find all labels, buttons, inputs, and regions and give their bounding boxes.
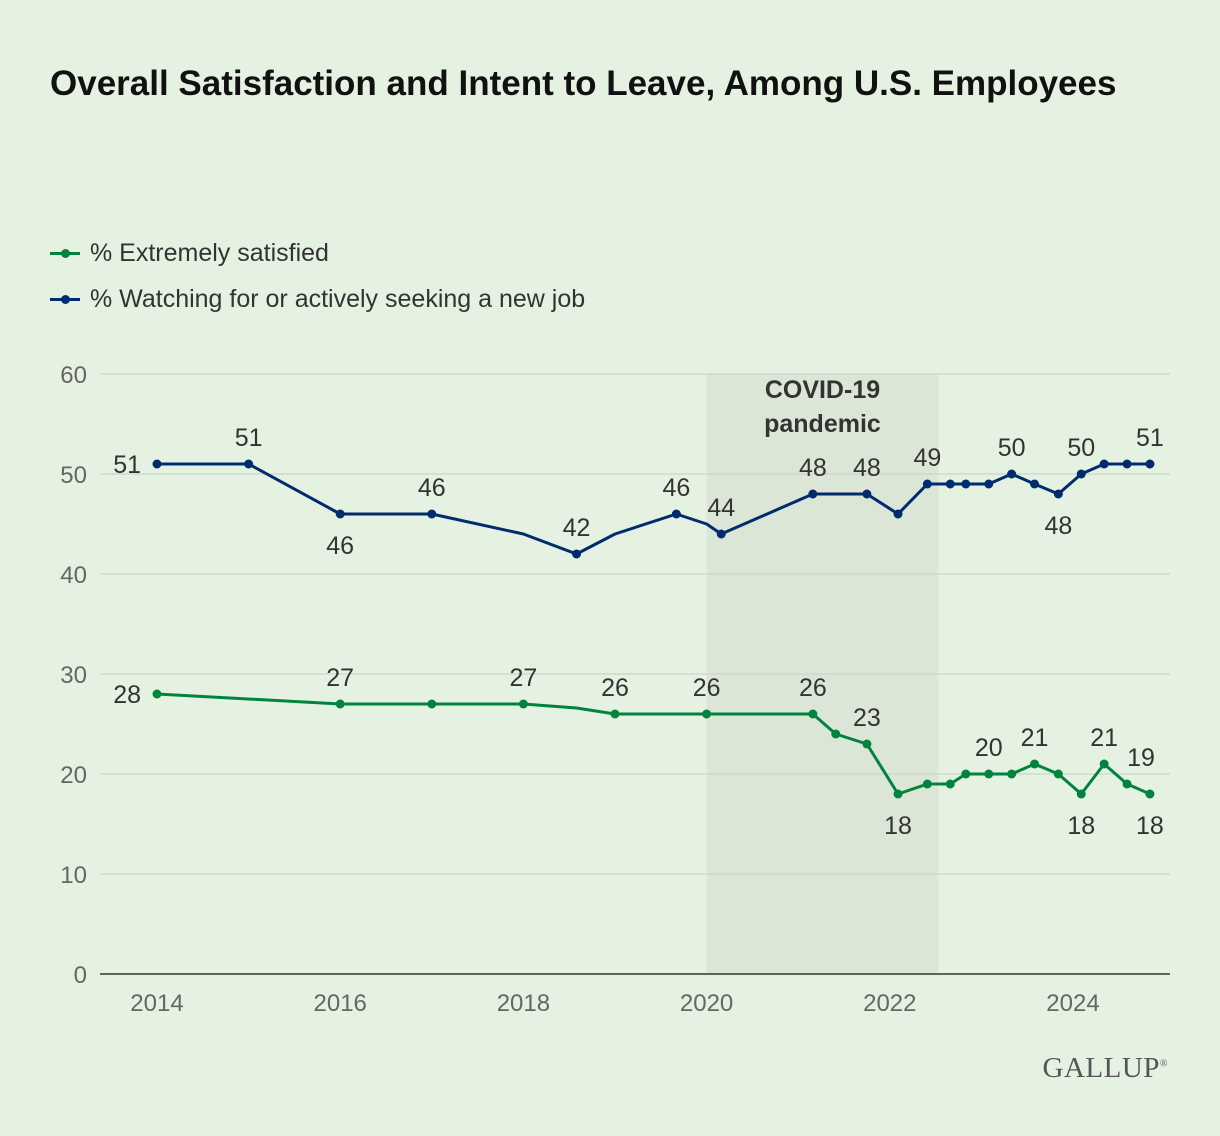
data-point (1053, 489, 1063, 499)
data-point (893, 509, 903, 519)
data-label: 51 (235, 424, 263, 452)
data-label: 48 (1044, 512, 1072, 540)
data-label: 27 (509, 664, 537, 692)
data-point (961, 769, 971, 779)
data-point (152, 459, 162, 469)
data-point (716, 529, 726, 539)
data-point (671, 509, 681, 519)
gallup-logo: GALLUP® (1042, 1052, 1168, 1084)
data-label: 50 (998, 434, 1026, 462)
legend-label: % Watching for or actively seeking a new… (90, 284, 586, 313)
legend-swatch-satisfied (50, 248, 80, 258)
data-label: 28 (113, 681, 141, 709)
data-label: 18 (884, 812, 912, 840)
data-label: 21 (1090, 724, 1118, 752)
data-point (1076, 469, 1086, 479)
data-point (808, 489, 818, 499)
data-point (1030, 759, 1040, 769)
data-label: 51 (1136, 424, 1164, 452)
y-tick-label: 0 (74, 962, 87, 989)
x-tick-label: 2018 (497, 990, 550, 1017)
data-point (1007, 769, 1017, 779)
data-point (427, 699, 437, 709)
data-point (1030, 479, 1040, 489)
data-point (1122, 779, 1132, 789)
data-point (244, 459, 254, 469)
data-label: 46 (326, 532, 354, 560)
data-label: 21 (1021, 724, 1049, 752)
data-label: 18 (1067, 812, 1095, 840)
data-point (152, 689, 162, 699)
y-tick-label: 60 (60, 362, 87, 389)
data-label: 26 (601, 674, 629, 702)
data-point (984, 769, 994, 779)
data-point (984, 479, 994, 489)
data-label: 20 (975, 734, 1003, 762)
series-line-0 (156, 692, 1151, 796)
data-point (1076, 789, 1086, 799)
data-label: 50 (1067, 434, 1095, 462)
x-tick-label: 2024 (1046, 990, 1099, 1017)
data-point (808, 709, 818, 719)
x-tick-label: 2016 (314, 990, 367, 1017)
data-label: 27 (326, 664, 354, 692)
data-point (1007, 469, 1017, 479)
data-point (610, 709, 620, 719)
data-point (518, 699, 528, 709)
data-label: 48 (853, 454, 881, 482)
data-point (893, 789, 903, 799)
data-point (1122, 459, 1132, 469)
data-point (922, 479, 932, 489)
x-tick-label: 2022 (863, 990, 916, 1017)
y-tick-label: 40 (60, 562, 87, 589)
data-label: 42 (563, 514, 591, 542)
annotation-text: COVID-19 (765, 376, 880, 404)
data-point (961, 479, 971, 489)
data-point (945, 779, 955, 789)
y-tick-label: 50 (60, 462, 87, 489)
data-point (1099, 459, 1109, 469)
data-point (572, 549, 582, 559)
y-tick-label: 30 (60, 662, 87, 689)
data-label: 44 (707, 494, 735, 522)
legend-item-seeking: % Watching for or actively seeking a new… (50, 276, 585, 322)
data-label: 51 (113, 451, 141, 479)
data-point (1099, 759, 1109, 769)
data-point (862, 489, 872, 499)
data-point (427, 509, 437, 519)
data-point (862, 739, 872, 749)
data-point (1053, 769, 1063, 779)
chart-title: Overall Satisfaction and Intent to Leave… (50, 64, 1117, 103)
data-point (702, 709, 712, 719)
legend-label: % Extremely satisfied (90, 238, 329, 267)
y-tick-label: 10 (60, 862, 87, 889)
x-tick-label: 2014 (130, 990, 183, 1017)
data-label: 49 (913, 444, 941, 472)
data-label: 46 (418, 474, 446, 502)
data-point (335, 509, 345, 519)
data-point (922, 779, 932, 789)
data-point (831, 729, 841, 739)
x-tick-label: 2020 (680, 990, 733, 1017)
y-tick-label: 20 (60, 762, 87, 789)
data-label: 48 (799, 454, 827, 482)
data-label: 19 (1127, 744, 1155, 772)
annotation-text: pandemic (764, 410, 881, 438)
data-label: 46 (662, 474, 690, 502)
legend-item-satisfied: % Extremely satisfied (50, 230, 585, 276)
legend: % Extremely satisfied % Watching for or … (50, 230, 585, 322)
data-label: 23 (853, 704, 881, 732)
data-label: 26 (799, 674, 827, 702)
series-line-1 (157, 462, 1150, 556)
data-point (1145, 459, 1155, 469)
data-point (335, 699, 345, 709)
legend-swatch-seeking (50, 294, 80, 304)
data-label: 26 (693, 674, 721, 702)
data-label: 18 (1136, 812, 1164, 840)
data-point (1145, 789, 1155, 799)
data-point (945, 479, 955, 489)
